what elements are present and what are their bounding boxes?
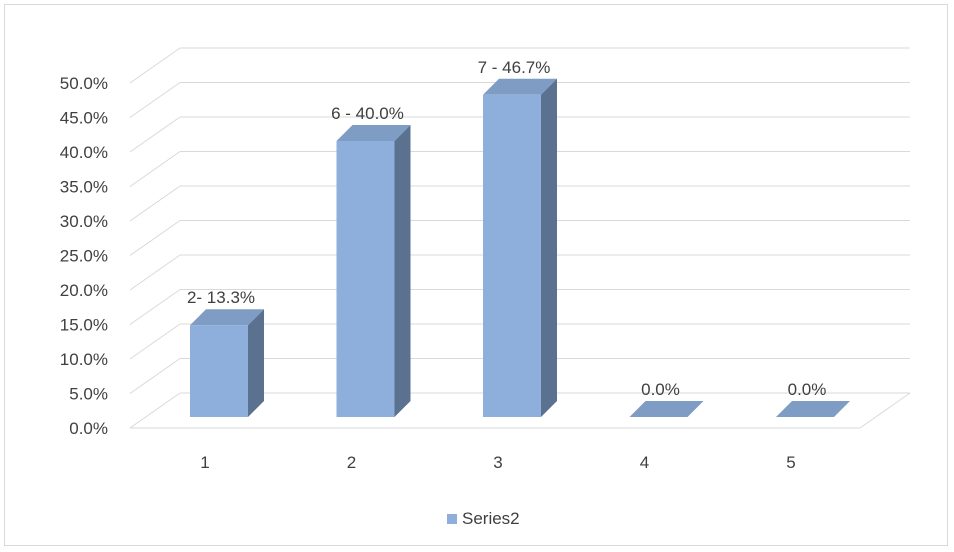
data-labels: 2- 13.3% 6 - 40.0% 7 - 46.7% 0.0% 0.0% [187, 58, 826, 399]
x-tick-label: 1 [200, 453, 209, 472]
legend-swatch [447, 514, 457, 524]
bar [776, 401, 850, 417]
bar-side [394, 125, 411, 417]
bar [336, 141, 395, 417]
y-tick-label: 0.0% [69, 419, 108, 438]
legend-label: Series2 [462, 509, 520, 528]
y-tick-label: 30.0% [60, 212, 108, 231]
gridline-side [129, 82, 181, 118]
gridline-side [129, 289, 181, 325]
gridline-side [129, 392, 181, 429]
y-tick-label: 50.0% [60, 74, 108, 93]
data-label: 0.0% [788, 380, 827, 399]
data-label: 0.0% [641, 380, 680, 399]
bar-top [190, 309, 264, 326]
data-label: 2- 13.3% [187, 288, 255, 307]
x-tick-label: 3 [493, 453, 502, 472]
y-tick-label: 10.0% [60, 350, 108, 369]
gridline-side [129, 151, 181, 187]
bar [483, 94, 541, 418]
gridline-side [129, 254, 181, 291]
data-label: 7 - 46.7% [478, 58, 551, 77]
y-axis-ticks: 0.0% 5.0% 10.0% 15.0% 20.0% 25.0% 30.0% 35.0% 40… [60, 74, 108, 438]
legend: Series2 [447, 508, 520, 530]
x-tick-label: 4 [640, 453, 649, 472]
y-tick-label: 5.0% [69, 385, 108, 404]
y-tick-label: 15.0% [60, 316, 108, 335]
x-tick-label: 2 [347, 453, 356, 472]
gridline-side [129, 47, 181, 84]
y-tick-label: 40.0% [60, 143, 108, 162]
x-tick-label: 5 [786, 453, 795, 472]
x-axis-ticks: 1 2 3 4 5 [200, 453, 795, 472]
bar-side [248, 309, 264, 417]
bar [190, 325, 248, 417]
bar-top [483, 78, 557, 95]
bar-side [541, 78, 557, 418]
bar [629, 401, 704, 417]
chart-area [4, 4, 948, 546]
gridline-side [129, 116, 181, 153]
gridline-side [129, 358, 181, 394]
floor-side [859, 392, 911, 429]
y-tick-label: 45.0% [60, 109, 108, 128]
gridline-side [129, 185, 181, 222]
bars [190, 78, 850, 418]
y-tick-label: 25.0% [60, 247, 108, 266]
y-tick-label: 35.0% [60, 178, 108, 197]
gridline-side [129, 323, 181, 360]
y-tick-label: 20.0% [60, 281, 108, 300]
gridline-side [129, 220, 181, 256]
bar-top [336, 125, 411, 141]
data-label: 6 - 40.0% [331, 104, 404, 123]
